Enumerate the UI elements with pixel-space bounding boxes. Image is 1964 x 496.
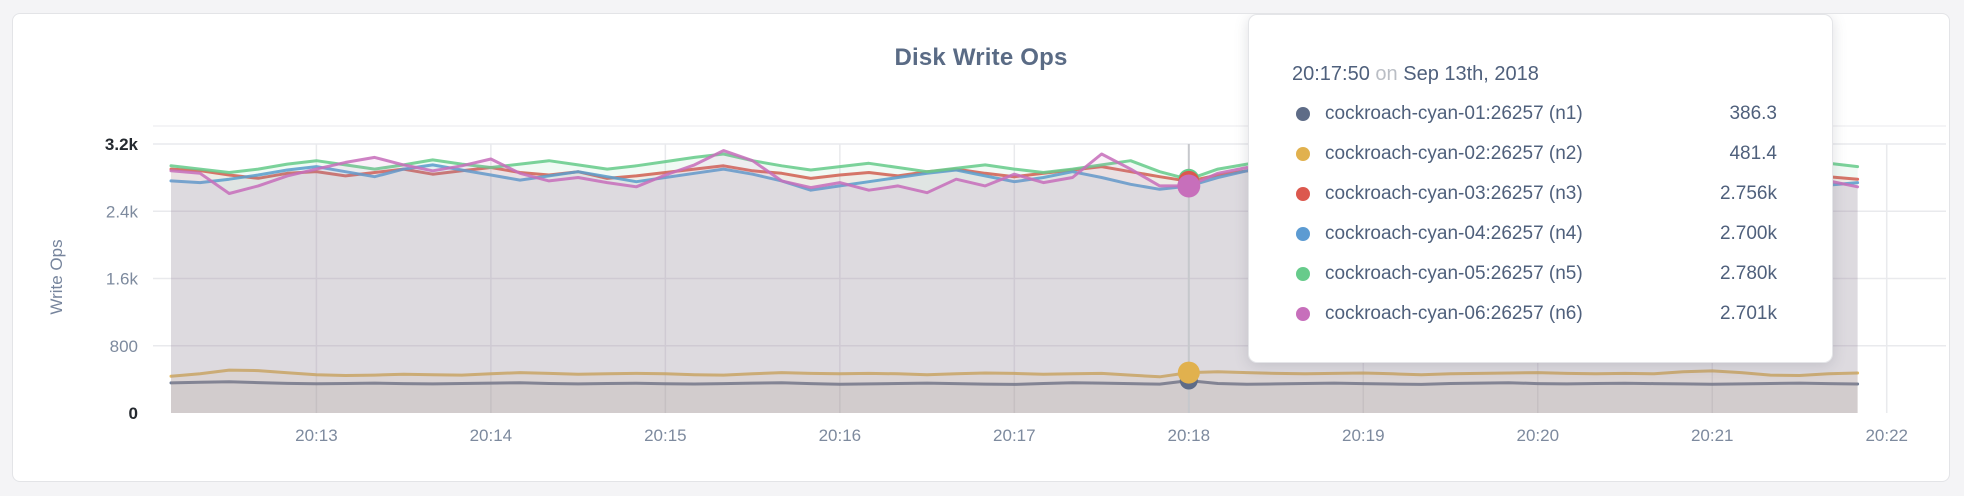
chart-panel: Disk Write Ops Write Ops 0 800 1.6k 2.4k 3.2… — [12, 13, 1950, 482]
tooltip-conjunction: on — [1375, 63, 1398, 85]
tooltip-series-row: cockroach-cyan-03:26257 (n3) 2.756k — [1249, 174, 1832, 214]
tooltip-date: Sep 13th, 2018 — [1403, 63, 1539, 85]
tooltip-series-row: cockroach-cyan-04:26257 (n4) 2.700k — [1249, 214, 1832, 254]
tooltip-series-name: cockroach-cyan-01:26257 (n1) — [1325, 103, 1583, 124]
tooltip-series-name: cockroach-cyan-03:26257 (n3) — [1325, 183, 1583, 204]
series-color-dot-icon — [1296, 147, 1310, 161]
x-tick-label: 20:22 — [1865, 426, 1908, 445]
series-color-dot-icon — [1296, 227, 1310, 241]
series-color-dot-icon — [1296, 107, 1310, 121]
series-color-dot-icon — [1296, 267, 1310, 281]
tooltip-series-name: cockroach-cyan-04:26257 (n4) — [1325, 223, 1583, 244]
chart-title: Disk Write Ops — [894, 44, 1068, 71]
tooltip-series-value: 2.780k — [1719, 263, 1777, 284]
tooltip-series-row: cockroach-cyan-05:26257 (n5) 2.780k — [1249, 254, 1832, 294]
tooltip-header: 20:17:50 on Sep 13th, 2018 — [1292, 59, 1782, 89]
tooltip-series-value: 2.701k — [1719, 303, 1777, 324]
tooltip-rows: cockroach-cyan-01:26257 (n1) 386.3 cockroa… — [1249, 94, 1832, 334]
tooltip-series-row: cockroach-cyan-06:26257 (n6) 2.701k — [1249, 294, 1832, 334]
series-color-dot-icon — [1296, 307, 1310, 321]
tooltip-series-value: 2.756k — [1719, 183, 1777, 204]
tooltip-series-value: 386.3 — [1729, 103, 1777, 124]
tooltip-series-name: cockroach-cyan-05:26257 (n5) — [1325, 263, 1583, 284]
series-line — [169, 379, 1860, 386]
y-tick-label: 0 — [129, 404, 138, 423]
hover-tooltip: 20:17:50 on Sep 13th, 2018 cockroach-cya… — [1248, 14, 1833, 363]
y-tick-label: 1.6k — [106, 270, 139, 289]
tooltip-series-name: cockroach-cyan-06:26257 (n6) — [1325, 303, 1583, 324]
x-tick-label: 20:14 — [470, 426, 513, 445]
tooltip-series-name: cockroach-cyan-02:26257 (n2) — [1325, 143, 1583, 164]
series-area — [171, 370, 1858, 413]
hover-point-dot — [1177, 174, 1201, 198]
x-tick-label: 20:18 — [1168, 426, 1211, 445]
x-tick-label: 20:20 — [1516, 426, 1559, 445]
tooltip-time: 20:17:50 — [1292, 63, 1370, 85]
x-tick-label: 20:15 — [644, 426, 687, 445]
hover-point-dot — [1177, 361, 1200, 384]
tooltip-series-row: cockroach-cyan-01:26257 (n1) 386.3 — [1249, 94, 1832, 134]
x-tick-label: 20:19 — [1342, 426, 1385, 445]
x-tick-label: 20:21 — [1691, 426, 1734, 445]
y-tick-label: 800 — [110, 337, 138, 356]
y-tick-label: 2.4k — [106, 202, 139, 221]
tooltip-series-value: 2.700k — [1719, 223, 1777, 244]
x-tick-label: 20:17 — [993, 426, 1036, 445]
x-tick-label: 20:13 — [295, 426, 338, 445]
tooltip-series-row: cockroach-cyan-02:26257 (n2) 481.4 — [1249, 134, 1832, 174]
series-line — [169, 368, 1860, 379]
series-area — [171, 380, 1858, 413]
tooltip-series-value: 481.4 — [1729, 143, 1777, 164]
y-tick-label: 3.2k — [105, 135, 139, 154]
series-color-dot-icon — [1296, 187, 1310, 201]
x-tick-label: 20:16 — [819, 426, 862, 445]
